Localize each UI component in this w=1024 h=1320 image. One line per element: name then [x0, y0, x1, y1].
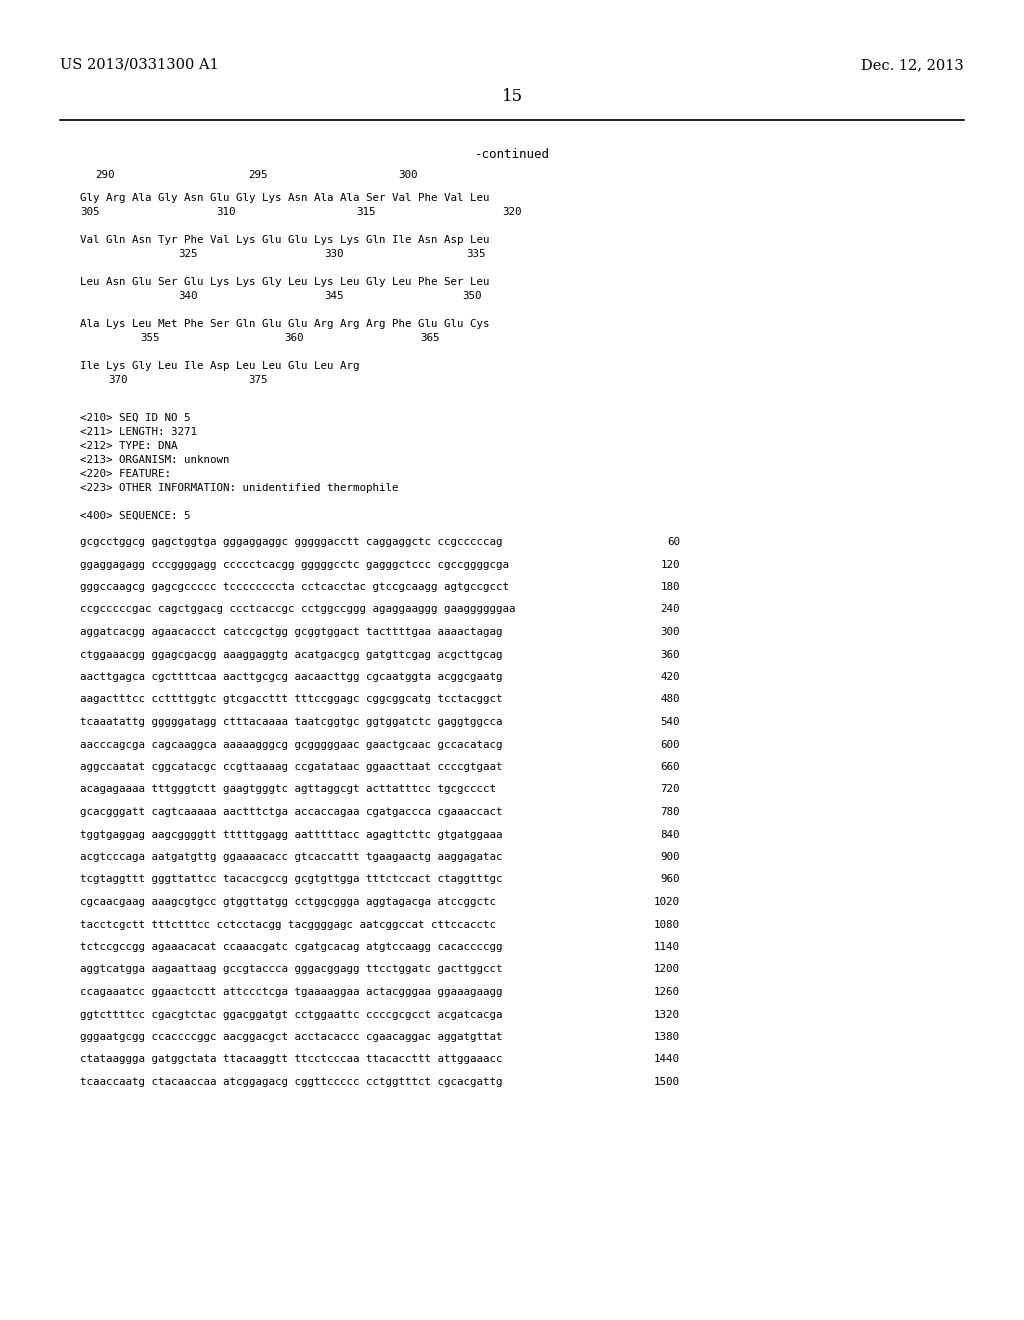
Text: 295: 295	[248, 170, 267, 180]
Text: Leu Asn Glu Ser Glu Lys Lys Gly Leu Lys Leu Gly Leu Phe Ser Leu: Leu Asn Glu Ser Glu Lys Lys Gly Leu Lys …	[80, 277, 489, 286]
Text: 1260: 1260	[654, 987, 680, 997]
Text: <223> OTHER INFORMATION: unidentified thermophile: <223> OTHER INFORMATION: unidentified th…	[80, 483, 398, 492]
Text: <212> TYPE: DNA: <212> TYPE: DNA	[80, 441, 177, 451]
Text: <220> FEATURE:: <220> FEATURE:	[80, 469, 171, 479]
Text: Gly Arg Ala Gly Asn Glu Gly Lys Asn Ala Ala Ser Val Phe Val Leu: Gly Arg Ala Gly Asn Glu Gly Lys Asn Ala …	[80, 193, 489, 203]
Text: 840: 840	[660, 829, 680, 840]
Text: 310: 310	[216, 207, 236, 216]
Text: aacttgagca cgcttttcaa aacttgcgcg aacaacttgg cgcaatggta acggcgaatg: aacttgagca cgcttttcaa aacttgcgcg aacaact…	[80, 672, 503, 682]
Text: gggccaagcg gagcgccccc tccccccccta cctcacctac gtccgcaagg agtgccgcct: gggccaagcg gagcgccccc tccccccccta cctcac…	[80, 582, 509, 591]
Text: tcaaccaatg ctacaaccaa atcggagacg cggttccccc cctggtttct cgcacgattg: tcaaccaatg ctacaaccaa atcggagacg cggttcc…	[80, 1077, 503, 1086]
Text: aacccagcga cagcaaggca aaaaagggcg gcgggggaac gaactgcaac gccacatacg: aacccagcga cagcaaggca aaaaagggcg gcggggg…	[80, 739, 503, 750]
Text: 305: 305	[80, 207, 99, 216]
Text: 60: 60	[667, 537, 680, 546]
Text: acagagaaaa tttgggtctt gaagtgggtc agttaggcgt acttatttcc tgcgcccct: acagagaaaa tttgggtctt gaagtgggtc agttagg…	[80, 784, 496, 795]
Text: ggaggagagg cccggggagg ccccctcacgg gggggcctc gagggctccc cgccggggcga: ggaggagagg cccggggagg ccccctcacgg gggggc…	[80, 560, 509, 569]
Text: 1200: 1200	[654, 965, 680, 974]
Text: ccgcccccgac cagctggacg ccctcaccgc cctggccggg agaggaaggg gaaggggggaa: ccgcccccgac cagctggacg ccctcaccgc cctggc…	[80, 605, 515, 615]
Text: 240: 240	[660, 605, 680, 615]
Text: 1140: 1140	[654, 942, 680, 952]
Text: 290: 290	[95, 170, 115, 180]
Text: tacctcgctt tttctttcc cctcctacgg tacggggagc aatcggccat cttccacctc: tacctcgctt tttctttcc cctcctacgg tacgggga…	[80, 920, 496, 929]
Text: 120: 120	[660, 560, 680, 569]
Text: gcacgggatt cagtcaaaaa aactttctga accaccagaa cgatgaccca cgaaaccact: gcacgggatt cagtcaaaaa aactttctga accacca…	[80, 807, 503, 817]
Text: 360: 360	[660, 649, 680, 660]
Text: 180: 180	[660, 582, 680, 591]
Text: 1320: 1320	[654, 1010, 680, 1019]
Text: Val Gln Asn Tyr Phe Val Lys Glu Glu Lys Lys Gln Ile Asn Asp Leu: Val Gln Asn Tyr Phe Val Lys Glu Glu Lys …	[80, 235, 489, 246]
Text: aagactttcc ccttttggtc gtcgaccttt tttccggagc cggcggcatg tcctacggct: aagactttcc ccttttggtc gtcgaccttt tttccgg…	[80, 694, 503, 705]
Text: ctggaaacgg ggagcgacgg aaaggaggtg acatgacgcg gatgttcgag acgcttgcag: ctggaaacgg ggagcgacgg aaaggaggtg acatgac…	[80, 649, 503, 660]
Text: 720: 720	[660, 784, 680, 795]
Text: 300: 300	[660, 627, 680, 638]
Text: aggatcacgg agaacaccct catccgctgg gcggtggact tacttttgaa aaaactagag: aggatcacgg agaacaccct catccgctgg gcggtgg…	[80, 627, 503, 638]
Text: <213> ORGANISM: unknown: <213> ORGANISM: unknown	[80, 455, 229, 465]
Text: 540: 540	[660, 717, 680, 727]
Text: 1080: 1080	[654, 920, 680, 929]
Text: 960: 960	[660, 874, 680, 884]
Text: 345: 345	[324, 290, 343, 301]
Text: 15: 15	[502, 88, 522, 106]
Text: aggtcatgga aagaattaag gccgtaccca gggacggagg ttcctggatc gacttggcct: aggtcatgga aagaattaag gccgtaccca gggacgg…	[80, 965, 503, 974]
Text: 350: 350	[462, 290, 481, 301]
Text: 600: 600	[660, 739, 680, 750]
Text: <211> LENGTH: 3271: <211> LENGTH: 3271	[80, 426, 197, 437]
Text: 355: 355	[140, 333, 160, 343]
Text: 320: 320	[502, 207, 521, 216]
Text: 480: 480	[660, 694, 680, 705]
Text: 1380: 1380	[654, 1032, 680, 1041]
Text: 1500: 1500	[654, 1077, 680, 1086]
Text: gcgcctggcg gagctggtga gggaggaggc gggggacctt caggaggctc ccgcccccag: gcgcctggcg gagctggtga gggaggaggc gggggac…	[80, 537, 503, 546]
Text: ccagaaatcc ggaactcctt attccctcga tgaaaaggaa actacgggaa ggaaagaagg: ccagaaatcc ggaactcctt attccctcga tgaaaag…	[80, 987, 503, 997]
Text: 660: 660	[660, 762, 680, 772]
Text: tcaaatattg gggggatagg ctttacaaaa taatcggtgc ggtggatctc gaggtggcca: tcaaatattg gggggatagg ctttacaaaa taatcgg…	[80, 717, 503, 727]
Text: ggtcttttcc cgacgtctac ggacggatgt cctggaattc ccccgcgcct acgatcacga: ggtcttttcc cgacgtctac ggacggatgt cctggaa…	[80, 1010, 503, 1019]
Text: Ala Lys Leu Met Phe Ser Gln Glu Glu Arg Arg Arg Phe Glu Glu Cys: Ala Lys Leu Met Phe Ser Gln Glu Glu Arg …	[80, 319, 489, 329]
Text: tggtgaggag aagcggggtt tttttggagg aatttttacc agagttcttc gtgatggaaa: tggtgaggag aagcggggtt tttttggagg aattttt…	[80, 829, 503, 840]
Text: Dec. 12, 2013: Dec. 12, 2013	[861, 58, 964, 73]
Text: 315: 315	[356, 207, 376, 216]
Text: 1440: 1440	[654, 1055, 680, 1064]
Text: 780: 780	[660, 807, 680, 817]
Text: 370: 370	[108, 375, 128, 385]
Text: <400> SEQUENCE: 5: <400> SEQUENCE: 5	[80, 511, 190, 521]
Text: 330: 330	[324, 249, 343, 259]
Text: gggaatgcgg ccaccccggc aacggacgct acctacaccc cgaacaggac aggatgttat: gggaatgcgg ccaccccggc aacggacgct acctaca…	[80, 1032, 503, 1041]
Text: US 2013/0331300 A1: US 2013/0331300 A1	[60, 58, 219, 73]
Text: acgtcccaga aatgatgttg ggaaaacacc gtcaccattt tgaagaactg aaggagatac: acgtcccaga aatgatgttg ggaaaacacc gtcacca…	[80, 851, 503, 862]
Text: 420: 420	[660, 672, 680, 682]
Text: 365: 365	[420, 333, 439, 343]
Text: 335: 335	[466, 249, 485, 259]
Text: 300: 300	[398, 170, 418, 180]
Text: 900: 900	[660, 851, 680, 862]
Text: -continued: -continued	[474, 148, 550, 161]
Text: tcgtaggttt gggttattcc tacaccgccg gcgtgttgga tttctccact ctaggtttgc: tcgtaggttt gggttattcc tacaccgccg gcgtgtt…	[80, 874, 503, 884]
Text: aggccaatat cggcatacgc ccgttaaaag ccgatataac ggaacttaat ccccgtgaat: aggccaatat cggcatacgc ccgttaaaag ccgatat…	[80, 762, 503, 772]
Text: tctccgccgg agaaacacat ccaaacgatc cgatgcacag atgtccaagg cacaccccgg: tctccgccgg agaaacacat ccaaacgatc cgatgca…	[80, 942, 503, 952]
Text: 360: 360	[284, 333, 303, 343]
Text: 340: 340	[178, 290, 198, 301]
Text: Ile Lys Gly Leu Ile Asp Leu Leu Glu Leu Arg: Ile Lys Gly Leu Ile Asp Leu Leu Glu Leu …	[80, 360, 359, 371]
Text: 325: 325	[178, 249, 198, 259]
Text: ctataaggga gatggctata ttacaaggtt ttcctcccaa ttacaccttt attggaaacc: ctataaggga gatggctata ttacaaggtt ttcctcc…	[80, 1055, 503, 1064]
Text: 375: 375	[248, 375, 267, 385]
Text: cgcaacgaag aaagcgtgcc gtggttatgg cctggcggga aggtagacga atccggctc: cgcaacgaag aaagcgtgcc gtggttatgg cctggcg…	[80, 898, 496, 907]
Text: <210> SEQ ID NO 5: <210> SEQ ID NO 5	[80, 413, 190, 422]
Text: 1020: 1020	[654, 898, 680, 907]
